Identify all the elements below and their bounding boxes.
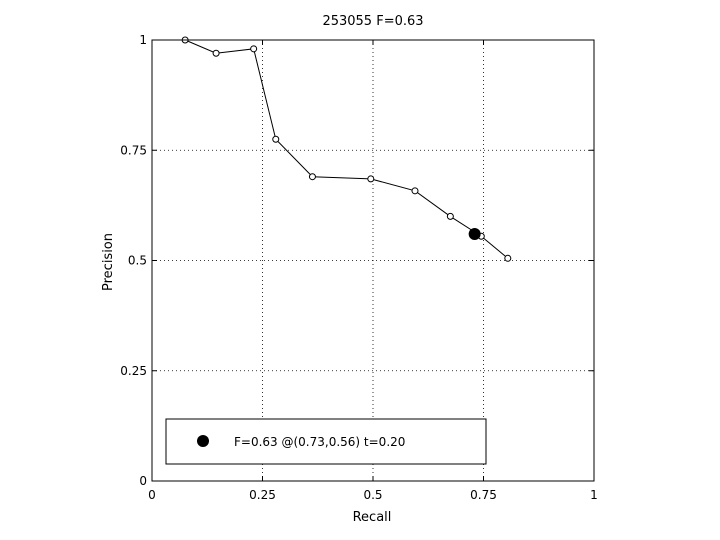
y-tick-label: 0.75 xyxy=(120,143,147,157)
series-line xyxy=(184,39,509,259)
data-point xyxy=(504,254,512,262)
data-point xyxy=(411,187,419,195)
y-tick-label: 1 xyxy=(139,33,147,47)
data-point xyxy=(446,212,454,220)
x-tick-label: 0.25 xyxy=(249,488,276,502)
plot-frame xyxy=(151,39,595,482)
x-axis-label: Recall xyxy=(353,510,392,525)
legend-text: F=0.63 @(0.73,0.56) t=0.20 xyxy=(234,435,405,449)
legend-box xyxy=(165,418,487,465)
x-tick-label: 1 xyxy=(590,488,598,502)
legend: F=0.63 @(0.73,0.56) t=0.20 xyxy=(165,418,487,465)
data-point xyxy=(367,175,375,183)
y-tick-label: 0 xyxy=(139,474,147,488)
series-layer xyxy=(181,36,512,262)
axis-ticks: 0 0.25 0.5 0.75 1 0 0.25 0.5 0.75 1 xyxy=(120,33,598,502)
x-tick-label: 0 xyxy=(148,488,156,502)
grid-lines xyxy=(152,40,594,481)
legend-marker xyxy=(197,435,209,447)
data-point xyxy=(250,45,258,53)
x-tick-label: 0.5 xyxy=(363,488,382,502)
x-tick-label: 0.75 xyxy=(470,488,497,502)
data-point xyxy=(308,173,316,181)
y-axis-label: Precision xyxy=(101,233,116,291)
y-tick-label: 0.25 xyxy=(120,364,147,378)
max-f-point xyxy=(468,228,481,241)
chart-title: 253055 F=0.63 xyxy=(322,14,423,29)
data-point xyxy=(212,49,220,57)
y-tick-label: 0.5 xyxy=(128,254,147,268)
data-point xyxy=(272,135,280,143)
